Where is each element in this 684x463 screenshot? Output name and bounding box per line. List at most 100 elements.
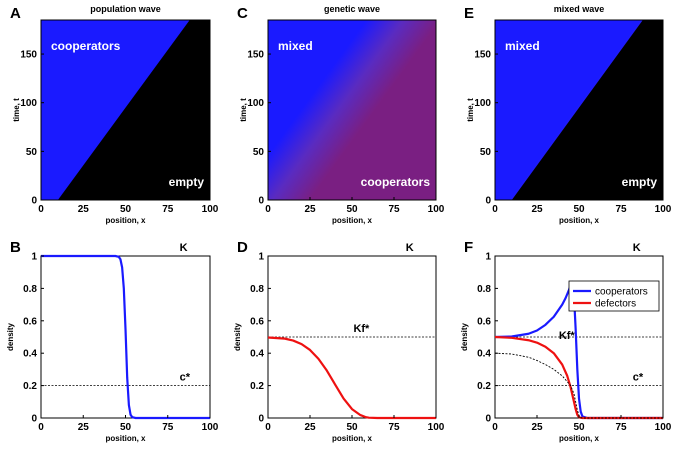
x-tick-label: 75 <box>615 422 627 433</box>
x-tick-label: 75 <box>615 204 627 215</box>
region-label-cooperators: cooperators <box>51 39 121 53</box>
y-tick-label: 1 <box>485 252 491 263</box>
x-tick-label: 100 <box>655 204 672 215</box>
panel-letter: E <box>464 5 474 22</box>
legend-box <box>568 280 660 312</box>
region-gradient <box>268 20 436 200</box>
y-tick-label: 0.8 <box>250 284 264 295</box>
panel-title: mixed wave <box>554 4 605 14</box>
region-label-mixed: mixed <box>278 39 313 53</box>
panel-letter: B <box>10 239 21 256</box>
y-axis-label: time, t <box>12 98 21 122</box>
y-axis-label: density <box>460 322 469 351</box>
y-tick-label: 0 <box>485 196 491 207</box>
ref-label-c*: c* <box>180 372 191 384</box>
x-tick-label: 100 <box>202 422 219 433</box>
ref-label-K: K <box>180 242 188 254</box>
y-tick-label: 0 <box>31 414 37 425</box>
heatmap-cells <box>268 20 436 200</box>
legend-label-cooperators: cooperators <box>595 287 648 298</box>
region-label-empty: empty <box>622 175 658 189</box>
axis-ticks: 0 25 50 75 100 0 0.2 0.4 0.6 0.8 1 position, x densi… <box>6 252 219 444</box>
y-tick-label: 0.4 <box>250 349 264 360</box>
y-tick-label: 0 <box>258 414 264 425</box>
y-tick-label: 0.8 <box>477 284 491 295</box>
y-tick-label: 0 <box>31 196 37 207</box>
x-tick-label: 0 <box>492 422 498 433</box>
heatmap-C: mixed cooperators <box>267 19 437 201</box>
x-tick-label: 25 <box>531 422 543 433</box>
panel-letter: D <box>237 239 248 256</box>
x-tick-label: 25 <box>304 422 316 433</box>
series-line-defectors <box>494 335 663 420</box>
y-tick-label: 0.2 <box>250 381 264 392</box>
region-empty <box>511 20 663 200</box>
x-axis-label: position, x <box>559 216 600 225</box>
y-axis-label: time, t <box>466 98 475 122</box>
x-axis-label: position, x <box>559 434 600 443</box>
x-axis-label: position, x <box>332 434 373 443</box>
ref-label-Kf*: Kf* <box>353 323 370 335</box>
heatmap-A: cooperators empty <box>40 19 211 201</box>
x-tick-label: 50 <box>573 422 585 433</box>
x-tick-label: 50 <box>120 422 132 433</box>
y-tick-label: 0.8 <box>23 284 37 295</box>
y-axis-label: time, t <box>239 98 248 122</box>
line-plot-B: Kc* <box>40 242 211 420</box>
x-tick-label: 25 <box>531 204 543 215</box>
y-tick-label: 0.2 <box>477 381 491 392</box>
line-plot-D: K Kf* <box>267 242 437 420</box>
y-axis-label: density <box>6 322 15 351</box>
y-tick-label: 1 <box>258 252 264 263</box>
x-axis-label: position, x <box>332 216 373 225</box>
ref-label-K: K <box>633 242 641 254</box>
y-tick-label: 0.6 <box>477 316 491 327</box>
x-tick-label: 0 <box>38 422 44 433</box>
region-label-cooperators: cooperators <box>361 175 431 189</box>
x-axis-label: position, x <box>106 216 147 225</box>
axis-ticks: 0 25 50 75 100 0 50 100 150 position, x time, t <box>466 50 672 225</box>
x-tick-label: 0 <box>38 204 44 215</box>
x-tick-label: 75 <box>388 422 400 433</box>
y-tick-label: 1 <box>31 252 37 263</box>
ref-label-Kf*: Kf* <box>559 330 576 342</box>
y-tick-label: 150 <box>247 50 264 61</box>
y-tick-label: 0 <box>485 414 491 425</box>
x-tick-label: 100 <box>655 422 672 433</box>
y-tick-label: 0.2 <box>23 381 37 392</box>
x-tick-label: 25 <box>78 204 90 215</box>
panel-title: genetic wave <box>324 4 380 14</box>
x-tick-label: 75 <box>162 204 174 215</box>
heatmap-cells <box>41 20 210 200</box>
y-tick-label: 50 <box>253 147 265 158</box>
x-tick-label: 100 <box>202 204 219 215</box>
series-line-cooperators <box>41 254 210 420</box>
series-line-defectors <box>267 336 436 420</box>
y-tick-label: 150 <box>474 50 491 61</box>
region-label-mixed: mixed <box>505 39 540 53</box>
heatmap-E: mixed empty <box>494 19 664 201</box>
x-tick-label: 75 <box>388 204 400 215</box>
axis-ticks: 0 25 50 75 100 0 50 100 150 position, x time, t <box>239 50 445 225</box>
x-tick-label: 0 <box>492 204 498 215</box>
region-empty <box>57 20 210 200</box>
x-tick-label: 50 <box>346 204 358 215</box>
panel-letter: F <box>464 239 473 256</box>
y-tick-label: 0 <box>258 196 264 207</box>
x-tick-label: 0 <box>265 204 271 215</box>
y-tick-label: 50 <box>480 147 492 158</box>
legend-label-defectors: defectors <box>595 299 636 310</box>
heatmap-cells <box>495 20 663 200</box>
panel-letter: A <box>10 5 21 22</box>
x-tick-label: 0 <box>265 422 271 433</box>
series-line-total-dashed- <box>494 352 663 419</box>
panel-title: population wave <box>90 4 161 14</box>
x-tick-label: 50 <box>346 422 358 433</box>
region-label-empty: empty <box>169 175 205 189</box>
x-tick-label: 50 <box>120 204 132 215</box>
x-tick-label: 25 <box>304 204 316 215</box>
ref-label-K: K <box>406 242 414 254</box>
y-tick-label: 0.6 <box>23 316 37 327</box>
